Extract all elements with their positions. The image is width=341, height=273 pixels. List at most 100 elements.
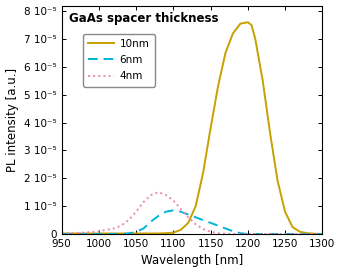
4nm: [276, 232, 280, 236]
10nm: [97, 232, 101, 235]
6nm: [320, 232, 324, 236]
10nm: [238, 22, 242, 25]
6nm: [231, 230, 235, 233]
10nm: [223, 51, 227, 55]
10nm: [82, 232, 86, 235]
10nm: [149, 232, 153, 235]
10nm: [67, 232, 71, 235]
10nm: [112, 232, 116, 235]
4nm: [134, 210, 138, 213]
6nm: [179, 210, 183, 213]
6nm: [112, 232, 116, 236]
6nm: [74, 232, 78, 236]
4nm: [60, 232, 64, 235]
6nm: [186, 213, 190, 216]
10nm: [291, 225, 295, 229]
4nm: [291, 232, 295, 236]
4nm: [261, 232, 265, 236]
6nm: [164, 210, 168, 213]
10nm: [157, 232, 161, 235]
4nm: [238, 232, 242, 236]
6nm: [283, 232, 287, 236]
10nm: [250, 23, 254, 27]
10nm: [201, 171, 205, 174]
6nm: [261, 232, 265, 236]
10nm: [261, 79, 265, 82]
4nm: [89, 230, 93, 234]
6nm: [268, 232, 272, 236]
6nm: [119, 232, 123, 236]
4nm: [104, 228, 108, 232]
4nm: [186, 216, 190, 219]
4nm: [74, 231, 78, 235]
4nm: [97, 230, 101, 233]
10nm: [60, 232, 64, 235]
4nm: [201, 227, 205, 231]
4nm: [246, 232, 250, 236]
6nm: [313, 232, 317, 236]
6nm: [201, 218, 205, 222]
10nm: [142, 232, 146, 235]
6nm: [223, 227, 227, 230]
10nm: [246, 21, 250, 24]
6nm: [276, 232, 280, 236]
4nm: [320, 232, 324, 236]
6nm: [246, 232, 250, 236]
10nm: [104, 232, 108, 235]
6nm: [238, 232, 242, 235]
4nm: [268, 232, 272, 236]
4nm: [313, 232, 317, 236]
4nm: [112, 227, 116, 230]
10nm: [89, 232, 93, 235]
6nm: [209, 221, 213, 224]
6nm: [67, 232, 71, 236]
10nm: [134, 232, 138, 235]
6nm: [171, 209, 175, 212]
6nm: [306, 232, 310, 236]
4nm: [119, 224, 123, 227]
4nm: [127, 218, 131, 222]
6nm: [194, 216, 198, 219]
Legend: 10nm, 6nm, 4nm: 10nm, 6nm, 4nm: [83, 34, 155, 87]
4nm: [67, 232, 71, 235]
6nm: [134, 230, 138, 233]
10nm: [194, 204, 198, 208]
6nm: [253, 232, 257, 236]
6nm: [89, 232, 93, 236]
6nm: [291, 232, 295, 236]
4nm: [231, 232, 235, 236]
10nm: [209, 126, 213, 130]
10nm: [298, 230, 302, 233]
Line: 10nm: 10nm: [62, 22, 322, 234]
10nm: [306, 232, 310, 235]
10nm: [283, 210, 287, 213]
10nm: [276, 179, 280, 183]
Y-axis label: PL intensity [a.u.]: PL intensity [a.u.]: [5, 68, 18, 172]
10nm: [179, 228, 183, 232]
6nm: [142, 227, 146, 230]
10nm: [186, 221, 190, 224]
6nm: [60, 232, 64, 236]
Text: GaAs spacer thickness: GaAs spacer thickness: [70, 12, 219, 25]
10nm: [119, 232, 123, 235]
10nm: [231, 32, 235, 35]
10nm: [171, 231, 175, 234]
4nm: [164, 193, 168, 197]
4nm: [149, 193, 153, 197]
6nm: [298, 232, 302, 236]
10nm: [320, 232, 324, 236]
6nm: [149, 220, 153, 223]
6nm: [127, 232, 131, 235]
4nm: [157, 191, 161, 194]
10nm: [164, 232, 168, 235]
10nm: [216, 85, 220, 88]
10nm: [253, 37, 257, 41]
4nm: [194, 223, 198, 226]
4nm: [298, 232, 302, 236]
4nm: [216, 232, 220, 235]
4nm: [179, 207, 183, 210]
6nm: [82, 232, 86, 236]
4nm: [82, 231, 86, 234]
6nm: [97, 232, 101, 236]
10nm: [313, 232, 317, 235]
